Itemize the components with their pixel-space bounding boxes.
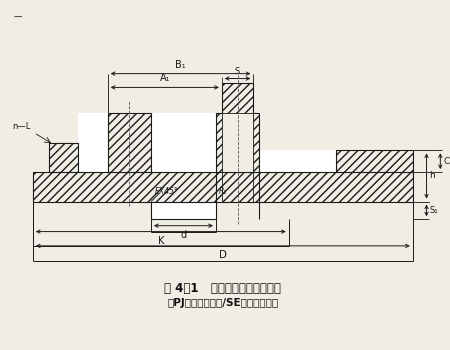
Text: n—L: n—L <box>13 122 31 131</box>
Bar <box>78 113 108 172</box>
Text: B₁: B₁ <box>175 60 186 70</box>
Text: EX45°: EX45° <box>155 187 179 196</box>
Text: d: d <box>180 230 186 240</box>
Text: 图 4－1   对焊环松套钢制管法兰: 图 4－1 对焊环松套钢制管法兰 <box>164 282 281 295</box>
Bar <box>108 113 151 172</box>
Bar <box>49 142 78 172</box>
Text: −: − <box>13 11 24 24</box>
Text: h: h <box>429 172 435 181</box>
Text: （PJ（板式松套）/SE（对焊环））: （PJ（板式松套）/SE（对焊环）） <box>167 298 279 308</box>
Text: D: D <box>219 250 227 260</box>
Bar <box>222 83 253 113</box>
Text: R₁: R₁ <box>219 187 227 196</box>
Bar <box>336 150 413 172</box>
Bar <box>151 113 216 172</box>
Text: S₁: S₁ <box>429 206 438 215</box>
Text: A₁: A₁ <box>159 74 170 83</box>
Text: C: C <box>443 157 450 166</box>
Bar <box>259 150 336 172</box>
Bar <box>216 113 222 202</box>
Text: S: S <box>235 66 240 76</box>
Bar <box>151 202 216 219</box>
Bar <box>253 113 259 202</box>
Bar <box>222 83 253 113</box>
Text: K: K <box>158 236 164 246</box>
Bar <box>33 172 413 202</box>
